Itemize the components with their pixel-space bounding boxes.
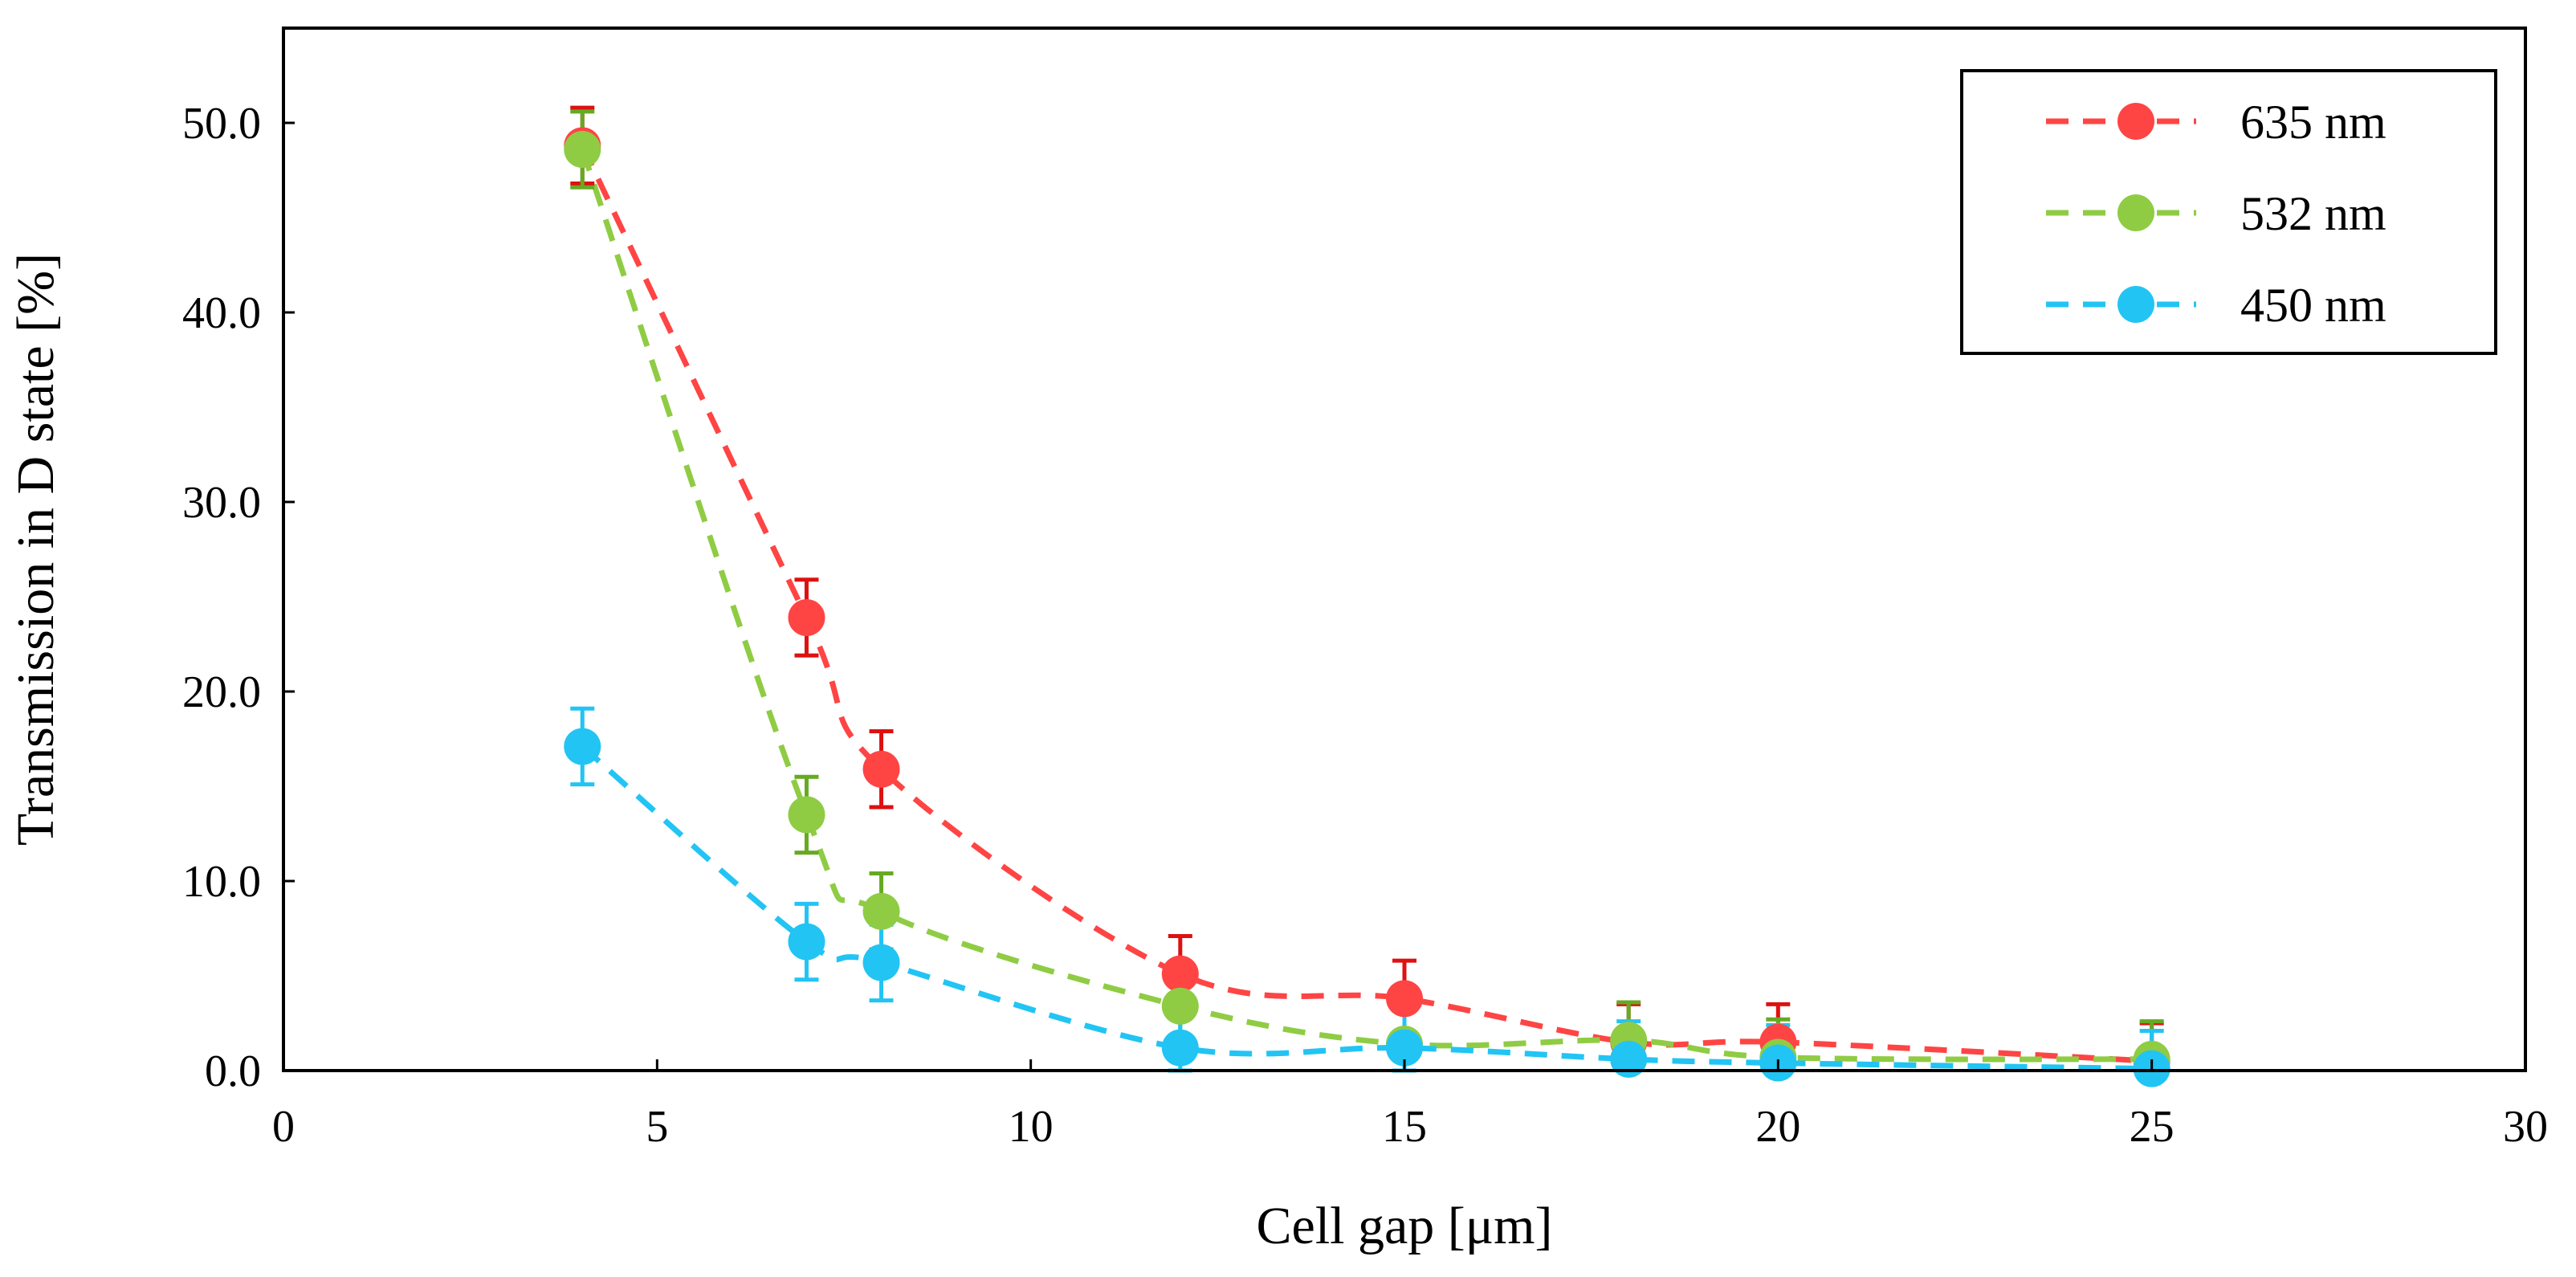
point-450-nm <box>564 728 601 765</box>
x-tick-label: 10 <box>1009 1102 1054 1152</box>
point-635-nm <box>1386 980 1423 1018</box>
x-axis-title: Cell gap [μm] <box>1257 1197 1553 1255</box>
legend: 635 nm 532 nm 450 nm <box>1960 69 2497 355</box>
point-532-nm <box>564 131 601 169</box>
point-450-nm <box>1161 1029 1199 1067</box>
series-line-450-nm <box>580 744 2152 1072</box>
point-450-nm <box>1610 1040 1648 1078</box>
y-tick-label: 0.0 <box>205 1046 261 1096</box>
legend-label-635-nm: 635 nm <box>2240 96 2386 149</box>
x-tick-label: 15 <box>1382 1102 1427 1152</box>
legend-box <box>1960 69 2497 355</box>
series-layer <box>564 105 2170 1087</box>
point-532-nm <box>788 796 825 834</box>
y-tick-label: 40.0 <box>182 288 261 338</box>
point-635-nm <box>788 598 825 636</box>
point-450-nm <box>788 923 825 961</box>
x-tick-label: 0 <box>272 1102 295 1152</box>
series-line-635-nm <box>580 144 2152 1064</box>
point-450-nm <box>1386 1029 1423 1067</box>
y-tick-label: 10.0 <box>182 857 261 907</box>
y-tick-label: 30.0 <box>182 478 261 528</box>
point-532-nm <box>862 892 900 930</box>
axis-layer: 0 5 10 15 20 25 30 0.0 10.0 20.0 30.0 40.0 50.0 <box>182 99 2548 1152</box>
y-axis-title: Transmission in D state [%] <box>6 253 65 846</box>
legend-swatch-marker-450-nm <box>2117 286 2154 323</box>
legend-swatch-marker-635-nm <box>2117 103 2154 140</box>
x-tick-label: 5 <box>646 1102 668 1152</box>
point-532-nm <box>1161 987 1199 1025</box>
point-450-nm <box>862 944 900 981</box>
legend-label-532-nm: 532 nm <box>2240 187 2386 240</box>
y-tick-label: 20.0 <box>182 667 261 717</box>
x-tick-label: 25 <box>2130 1102 2175 1152</box>
point-635-nm <box>862 750 900 788</box>
x-tick-label: 30 <box>2503 1102 2548 1152</box>
x-tick-label: 20 <box>1755 1102 1800 1152</box>
y-tick-label: 50.0 <box>182 99 261 149</box>
legend-swatch-marker-532-nm <box>2117 194 2154 231</box>
legend-label-450-nm: 450 nm <box>2240 279 2386 332</box>
point-635-nm <box>1161 955 1199 993</box>
